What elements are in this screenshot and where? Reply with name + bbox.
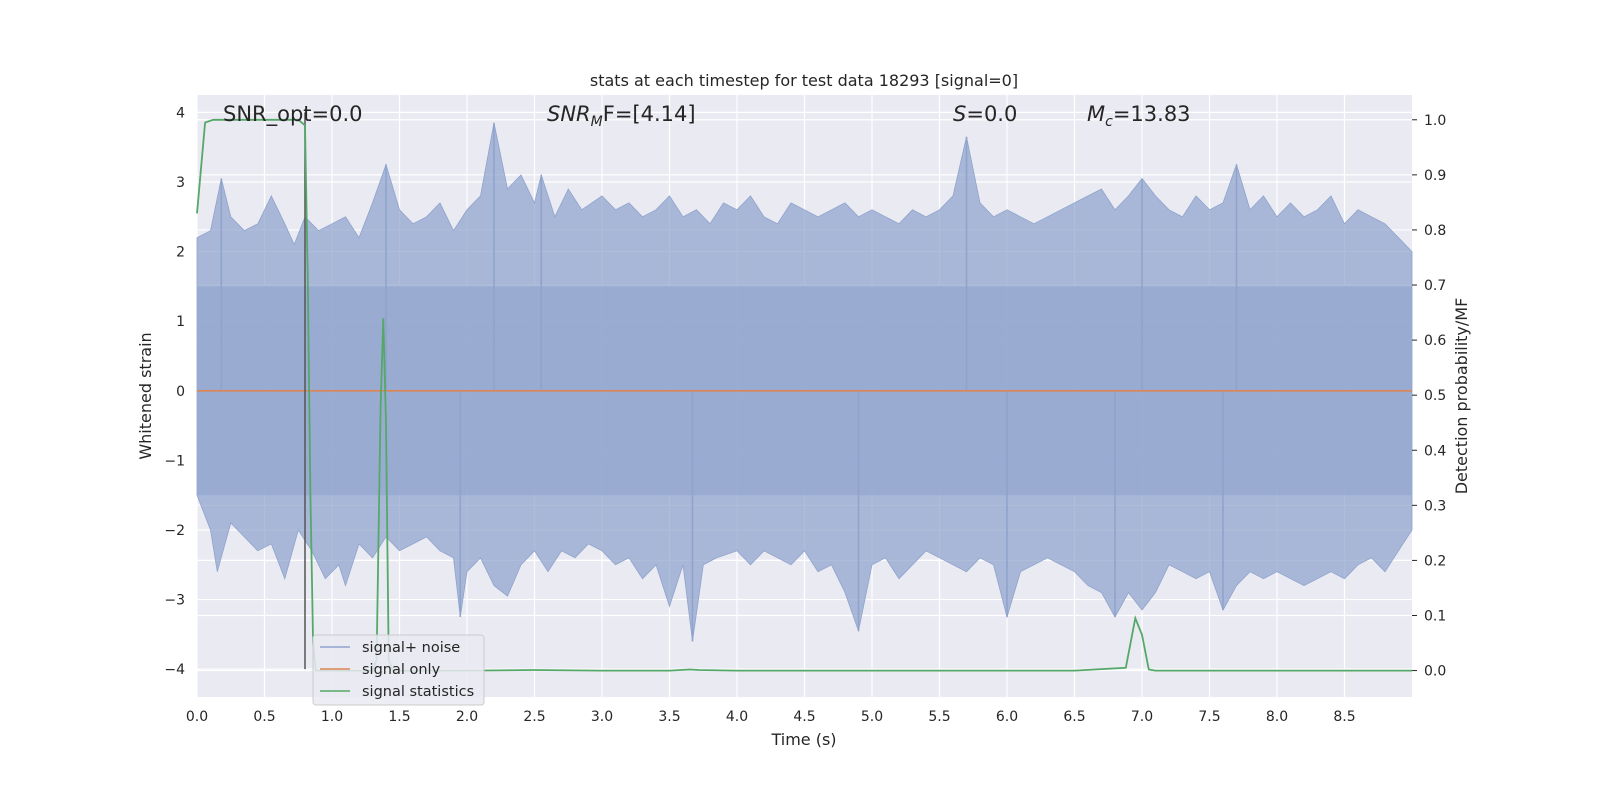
annotation-snr-mf-sub: M <box>591 114 603 130</box>
annotation-s: S=0.0 <box>953 102 1017 126</box>
legend: signal+ noise signal only signal statist… <box>312 634 485 706</box>
annotation-s-rest: =0.0 <box>966 102 1017 126</box>
legend-box <box>312 634 485 706</box>
tick-labels: 0.0 0.5 1.0 1.5 2.0 2.5 3.0 3.5 4.0 4.5 5.0 5.5 6.0 6… <box>164 105 1446 725</box>
x-tick-label: 4.5 <box>793 709 815 725</box>
x-tick-label: 7.5 <box>1198 709 1220 725</box>
y-tick-label-right: 0.2 <box>1424 553 1446 569</box>
y-tick-label-right: 0.7 <box>1424 278 1446 294</box>
y-tick-label-right: 1.0 <box>1424 113 1446 129</box>
annotation-s-italic: S <box>953 102 966 126</box>
x-tick-label: 6.0 <box>996 709 1018 725</box>
x-tick-label: 1.5 <box>388 709 410 725</box>
x-tick-label: 8.0 <box>1266 709 1288 725</box>
x-tick-label: 7.0 <box>1131 709 1153 725</box>
annotation-snr-mf: SNRMF=[4.14] <box>547 102 696 130</box>
y-tick-label-left: 1 <box>176 314 185 330</box>
legend-label-signal-statistics: signal statistics <box>362 684 474 700</box>
y-tick-label-right: 0.9 <box>1424 168 1446 184</box>
x-tick-label: 2.0 <box>456 709 478 725</box>
y-tick-label-left: 0 <box>176 384 185 400</box>
x-tick-label: 6.5 <box>1063 709 1085 725</box>
chart-title: stats at each timestep for test data 182… <box>590 71 1018 90</box>
y-tick-label-right: 0.1 <box>1424 608 1446 624</box>
annotation-snr-mf-base: SNR <box>547 102 591 126</box>
legend-label-signal-noise: signal+ noise <box>362 640 460 656</box>
y-tick-label-right: 0.5 <box>1424 388 1446 404</box>
y-tick-label-right: 0.0 <box>1424 664 1446 680</box>
y-tick-label-left: 3 <box>176 175 185 191</box>
series-signal-statistics-line <box>196 118 1412 672</box>
x-tick-label: 3.5 <box>658 709 680 725</box>
y-tick-label-left: −1 <box>164 453 185 469</box>
y-tick-label-left: −4 <box>164 662 185 678</box>
y-tick-label-right: 0.4 <box>1424 443 1446 459</box>
x-tick-label: 0.5 <box>253 709 275 725</box>
y-axis-label-left: Whitened strain <box>136 332 155 459</box>
x-tick-label: 5.5 <box>928 709 950 725</box>
x-tick-label: 2.5 <box>523 709 545 725</box>
y-tick-label-left: 2 <box>176 245 185 261</box>
x-tick-label: 3.0 <box>591 709 613 725</box>
y-tick-label-right: 0.3 <box>1424 498 1446 514</box>
annotation-mc-base: M <box>1087 102 1105 126</box>
x-tick-label: 1.0 <box>321 709 343 725</box>
annotation-snr-opt: SNR_opt=0.0 <box>223 102 363 127</box>
annotation-mc: Mc=13.83 <box>1087 102 1191 130</box>
y-tick-label-right: 0.6 <box>1424 333 1446 349</box>
y-tick-label-left: −3 <box>164 593 185 609</box>
y-tick-label-left: −2 <box>164 523 185 539</box>
x-tick-label: 5.0 <box>861 709 883 725</box>
legend-label-signal-only: signal only <box>362 662 441 678</box>
data-series <box>196 112 1413 672</box>
annotation-mc-rest: =13.83 <box>1113 102 1191 126</box>
annotation-snr-mf-rest: F=[4.14] <box>603 102 696 126</box>
annotation-mc-sub: c <box>1105 114 1113 130</box>
x-tick-label: 8.5 <box>1333 709 1355 725</box>
x-tick-label: 0.0 <box>186 709 208 725</box>
y-axis-label-right: Detection probability/MF <box>1452 298 1471 495</box>
x-tick-label: 4.0 <box>726 709 748 725</box>
y-tick-label-left: 4 <box>176 105 185 121</box>
y-tick-label-right: 0.8 <box>1424 223 1446 239</box>
x-axis-label: Time (s) <box>770 730 836 749</box>
